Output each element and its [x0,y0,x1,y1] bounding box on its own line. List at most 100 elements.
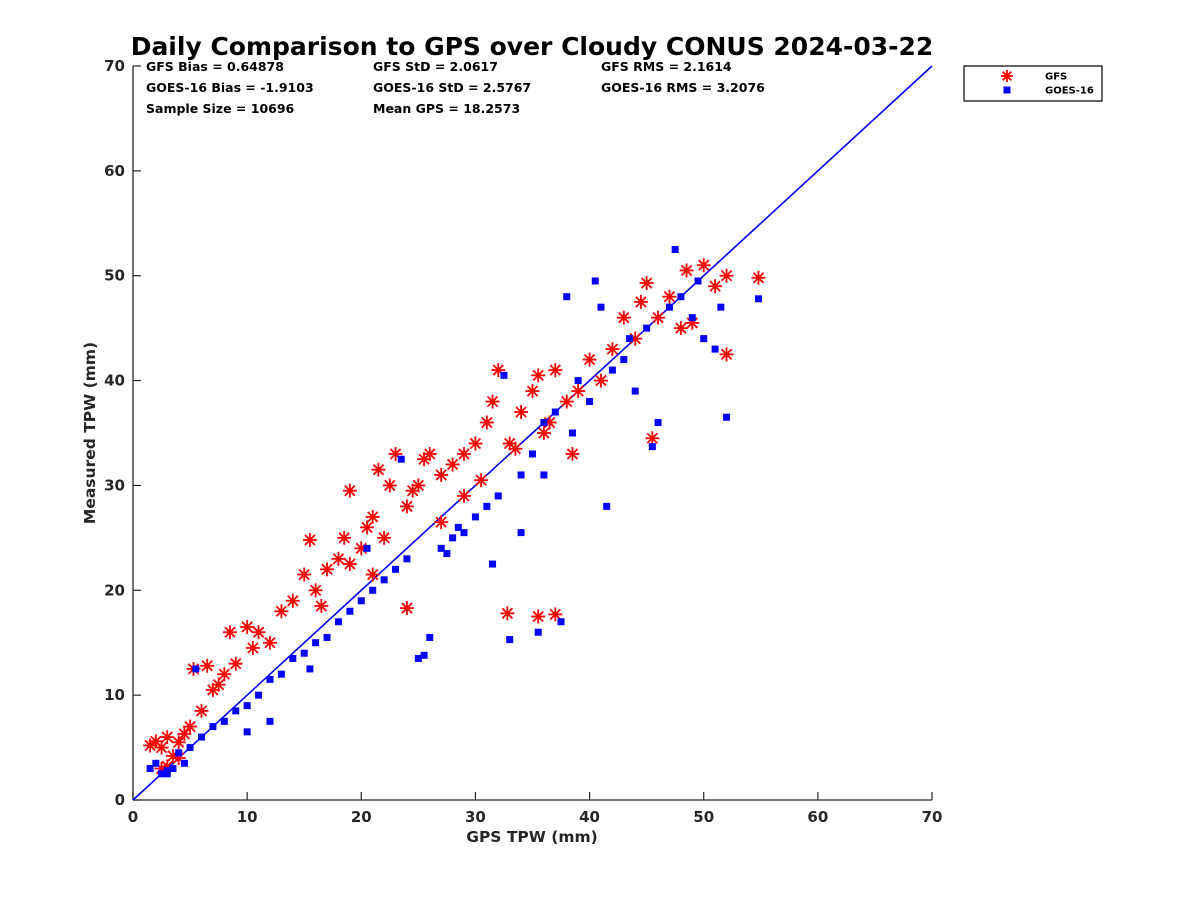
gfs-point [314,599,328,613]
gfs-point [571,384,585,398]
goes16-point [723,414,730,421]
goes16-point [575,377,582,384]
gfs-point [560,395,574,409]
gfs-point [457,489,471,503]
stat-text: Sample Size = 10696 [146,101,295,116]
gfs-point [500,606,514,620]
gfs-point [400,601,414,615]
goes16-point [700,335,707,342]
goes16-point [495,492,502,499]
y-tick-label: 70 [104,57,125,75]
goes16-point [198,734,205,741]
stat-text: GFS RMS = 2.1614 [601,59,732,74]
gfs-point [229,657,243,671]
goes16-point [592,277,599,284]
scatter-chart: Daily Comparison to GPS over Cloudy CONU… [0,0,1200,900]
y-tick-label: 60 [104,162,125,180]
gfs-point [468,436,482,450]
gfs-point [343,557,357,571]
y-axis-label: Measured TPW (mm) [81,342,99,524]
legend-gfs-marker [1001,70,1013,82]
goes16-point [540,419,547,426]
x-tick-label: 50 [693,808,714,826]
goes16-point [358,597,365,604]
goes16-point [306,665,313,672]
goes16-point [443,550,450,557]
goes16-point [244,728,251,735]
gfs-point [194,704,208,718]
x-tick-label: 10 [237,808,258,826]
legend-goes16-marker [1004,87,1011,94]
gfs-point [423,447,437,461]
gfs-point [680,263,694,277]
goes16-point [426,634,433,641]
gfs-point [514,405,528,419]
x-tick-label: 30 [465,808,486,826]
gfs-point [274,604,288,618]
goes16-point [192,665,199,672]
goes16-point [472,513,479,520]
goes16-point [255,692,262,699]
y-tick-label: 40 [104,372,125,390]
goes16-point [421,652,428,659]
gfs-point [752,271,766,285]
gfs-point [263,636,277,650]
gfs-point [486,395,500,409]
gfs-point [634,295,648,309]
goes16-point [187,744,194,751]
stat-text: GFS Bias = 0.64878 [146,59,284,74]
goes16-point [266,718,273,725]
gfs-point [480,416,494,430]
goes16-point [603,503,610,510]
gfs-point [200,659,214,673]
goes16-point [569,430,576,437]
goes16-point [301,650,308,657]
goes16-point [597,304,604,311]
goes16-point [158,770,165,777]
goes16-point [335,618,342,625]
goes16-point [529,450,536,457]
gfs-point [457,447,471,461]
goes16-point [717,304,724,311]
gfs-point [708,279,722,293]
goes16-point [500,372,507,379]
gfs-point [371,463,385,477]
gfs-point [217,667,231,681]
gfs-point [720,269,734,283]
goes16-point [312,639,319,646]
stat-text: GOES-16 Bias = -1.9103 [146,80,314,95]
gfs-point [434,468,448,482]
gfs-point [474,473,488,487]
goes16-point [626,335,633,342]
gfs-point [252,625,266,639]
chart-title: Daily Comparison to GPS over Cloudy CONU… [131,32,934,61]
gfs-point [720,347,734,361]
goes16-point [289,655,296,662]
x-tick-label: 40 [579,808,600,826]
goes16-point [620,356,627,363]
goes16-point [563,293,570,300]
goes16-point [455,524,462,531]
goes16-point [221,718,228,725]
gfs-point [548,363,562,377]
goes16-point [398,456,405,463]
goes16-point [632,388,639,395]
gfs-point [183,720,197,734]
goes16-point [266,676,273,683]
goes16-point [609,367,616,374]
gfs-point [531,610,545,624]
x-tick-label: 20 [351,808,372,826]
goes16-point [518,471,525,478]
legend-label: GOES-16 [1045,86,1094,97]
gfs-point [508,442,522,456]
goes16-point [489,561,496,568]
gfs-point [343,484,357,498]
gfs-point [617,311,631,325]
y-tick-label: 10 [104,686,125,704]
goes16-point [181,760,188,767]
x-tick-label: 60 [807,808,828,826]
goes16-point [152,760,159,767]
goes16-point [695,277,702,284]
stat-text: Mean GPS = 18.2573 [373,101,520,116]
goes16-point [506,636,513,643]
